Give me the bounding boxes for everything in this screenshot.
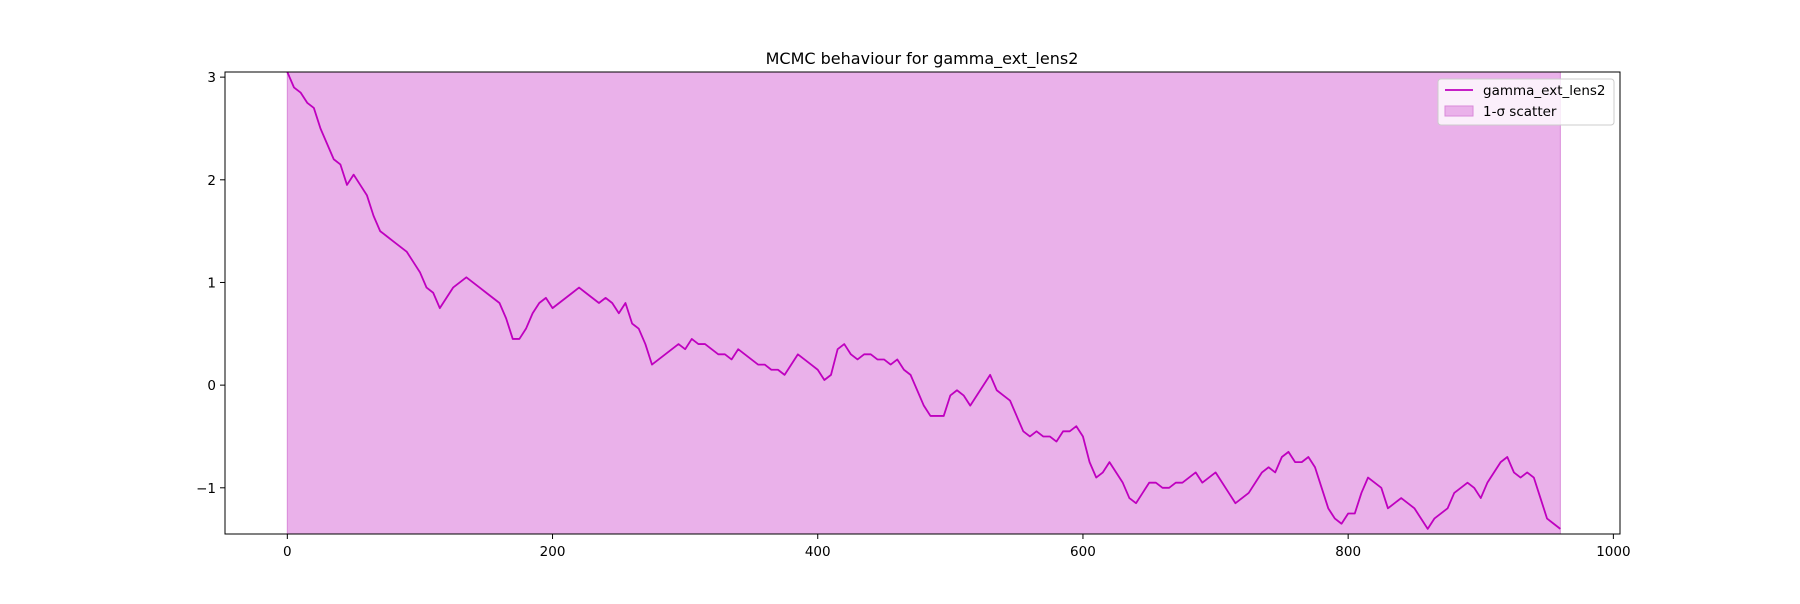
y-tick-label: −1: [196, 481, 216, 497]
y-tick-label: 3: [207, 70, 216, 86]
x-tick-label: 600: [1070, 544, 1096, 560]
y-tick-label: 1: [207, 275, 216, 291]
x-axis: 0 200 400 600 800 1000: [283, 534, 1631, 560]
scatter-band: [286, 72, 1561, 534]
series-line-gamma-ext-lens2: [286, 72, 1561, 530]
legend-frame: [1437, 78, 1615, 126]
legend-band-swatch: [1444, 105, 1474, 117]
plot-clip-group: [286, 72, 1561, 534]
legend-label-series: gamma_ext_lens2: [1483, 83, 1606, 99]
axes-frame: [224, 71, 1621, 535]
x-tick-label: 200: [540, 544, 566, 560]
x-tick-label: 1000: [1596, 544, 1630, 560]
y-tick-label: 0: [207, 378, 216, 394]
y-axis: −1 0 1 2 3: [196, 70, 225, 497]
plot-area: [286, 72, 1561, 534]
x-tick-label: 0: [283, 544, 292, 560]
x-tick-label: 400: [805, 544, 831, 560]
y-tick-label: 2: [207, 173, 216, 189]
chart-title: MCMC behaviour for gamma_ext_lens2: [766, 49, 1079, 69]
x-tick-label: 800: [1335, 544, 1361, 560]
legend-label-band: 1-σ scatter: [1483, 104, 1557, 120]
legend: gamma_ext_lens2 1-σ scatter: [1437, 78, 1615, 126]
